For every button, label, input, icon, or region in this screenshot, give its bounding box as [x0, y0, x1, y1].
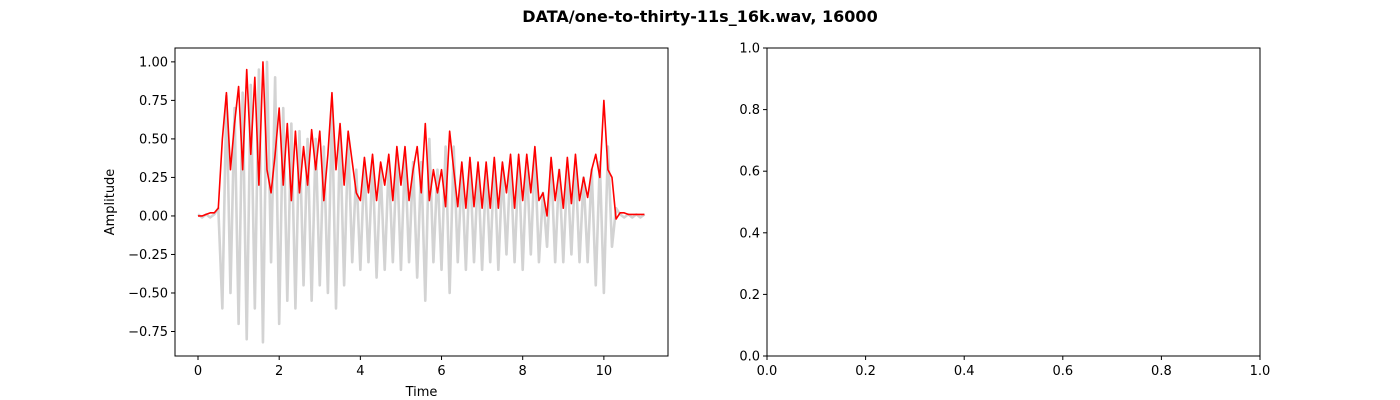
x-tick-label: 10: [596, 364, 613, 379]
figure-title: DATA/one-to-thirty-11s_16k.wav, 16000: [522, 7, 877, 26]
x-tick-label: 8: [519, 364, 527, 379]
y-tick-label: 1.0: [739, 42, 760, 57]
x-tick-label: 1.0: [1250, 364, 1271, 379]
y-tick-label: 0.25: [139, 171, 168, 186]
x-tick-label: 0.2: [855, 364, 876, 379]
x-tick-label: 0.6: [1052, 364, 1073, 379]
x-tick-label: 2: [275, 364, 283, 379]
y-tick-label: −0.25: [128, 248, 168, 263]
x-axis-label: Time: [405, 385, 438, 400]
y-tick-label: 0.00: [139, 209, 168, 224]
x-tick-label: 6: [437, 364, 445, 379]
axes-frame: [766, 47, 1261, 357]
series-line: [198, 61, 645, 220]
y-tick-label: −0.75: [128, 325, 168, 340]
x-tick-label: 4: [356, 364, 364, 379]
x-tick-label: 0.8: [1151, 364, 1172, 379]
axes-frame: [174, 47, 669, 357]
x-tick-label: 0: [194, 364, 202, 379]
y-tick-label: 0.8: [739, 103, 760, 118]
y-tick-label: 0.50: [139, 132, 168, 147]
y-tick-label: 1.00: [139, 55, 168, 70]
x-tick-label: 0.0: [757, 364, 778, 379]
y-tick-label: 0.0: [739, 350, 760, 365]
y-tick-label: 0.2: [739, 288, 760, 303]
y-tick-label: 0.6: [739, 165, 760, 180]
x-tick-label: 0.4: [954, 364, 975, 379]
y-tick-label: 0.75: [139, 94, 168, 109]
y-tick-label: −0.50: [128, 286, 168, 301]
y-axis-label: Amplitude: [103, 169, 118, 236]
series-line: [197, 60, 646, 344]
y-tick-label: 0.4: [739, 226, 760, 241]
